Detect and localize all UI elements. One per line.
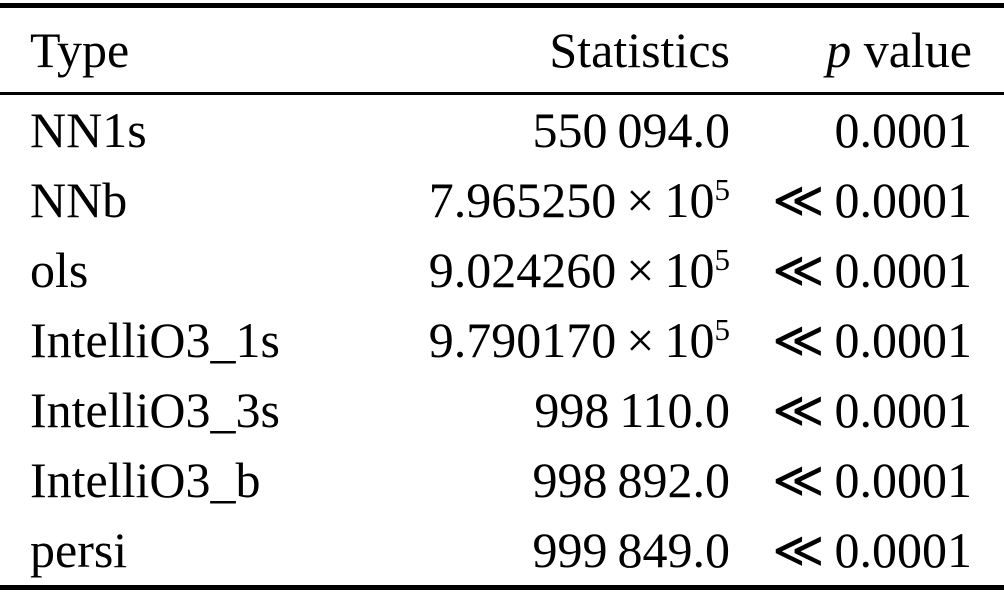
statistic-value: 550 094.0	[532, 102, 730, 158]
cell-p-value: ≪ 0.0001	[772, 172, 972, 228]
cell-statistic: 7.965250 × 105	[375, 165, 730, 235]
table-row: IntelliO3_3s 998 110.0 ≪ 0.0001	[0, 375, 1004, 445]
statistic-exponent: 5	[714, 311, 731, 347]
table-row: NN1s 550 094.0 0.0001	[0, 94, 1004, 166]
table-row: NNb 7.965250 × 105 ≪ 0.0001	[0, 165, 1004, 235]
header-p-symbol: p	[826, 22, 852, 78]
cell-statistic: 998 892.0	[375, 445, 730, 515]
statistics-table: Type Statistics p value NN1s 550 094.0 0…	[0, 3, 1004, 590]
header-row: Type Statistics p value	[0, 5, 1004, 94]
table-header: Type Statistics p value	[0, 5, 1004, 94]
cell-p-value: ≪ 0.0001	[772, 242, 972, 298]
header-statistics: Statistics	[549, 22, 730, 78]
cell-statistic: 999 849.0	[375, 515, 730, 588]
cell-type: NNb	[30, 172, 128, 228]
cell-p-value: ≪ 0.0001	[772, 522, 972, 578]
cell-type: persi	[30, 522, 128, 578]
header-p-value-rest: value	[851, 22, 972, 78]
cell-statistic: 9.790170 × 105	[375, 305, 730, 375]
statistic-value: 998 892.0	[532, 452, 730, 508]
statistic-value: 9.024260 × 10	[428, 242, 715, 298]
statistic-value: 7.965250 × 10	[428, 172, 715, 228]
cell-statistic: 998 110.0	[375, 375, 730, 445]
cell-type: NN1s	[30, 102, 147, 158]
header-type: Type	[30, 22, 130, 78]
statistic-value: 9.790170 × 10	[428, 312, 715, 368]
cell-type: IntelliO3_3s	[30, 382, 280, 438]
cell-statistic: 550 094.0	[375, 94, 730, 166]
statistic-exponent: 5	[714, 241, 731, 277]
statistic-exponent: 5	[714, 171, 731, 207]
table-row: IntelliO3_1s 9.790170 × 105 ≪ 0.0001	[0, 305, 1004, 375]
cell-p-value: ≪ 0.0001	[772, 452, 972, 508]
cell-p-value: ≪ 0.0001	[772, 312, 972, 368]
cell-statistic: 9.024260 × 105	[375, 235, 730, 305]
cell-type: IntelliO3_b	[30, 452, 261, 508]
statistic-value: 999 849.0	[532, 522, 730, 578]
cell-type: IntelliO3_1s	[30, 312, 280, 368]
table-body: NN1s 550 094.0 0.0001 NNb 7.965250 × 105…	[0, 94, 1004, 588]
cell-p-value: 0.0001	[834, 102, 973, 158]
table-row: ols 9.024260 × 105 ≪ 0.0001	[0, 235, 1004, 305]
header-p-value: p value	[730, 6, 1004, 94]
table-row: IntelliO3_b 998 892.0 ≪ 0.0001	[0, 445, 1004, 515]
table-row: persi 999 849.0 ≪ 0.0001	[0, 515, 1004, 588]
statistic-value: 998 110.0	[534, 382, 730, 438]
cell-type: ols	[30, 242, 89, 298]
cell-p-value: ≪ 0.0001	[772, 382, 972, 438]
